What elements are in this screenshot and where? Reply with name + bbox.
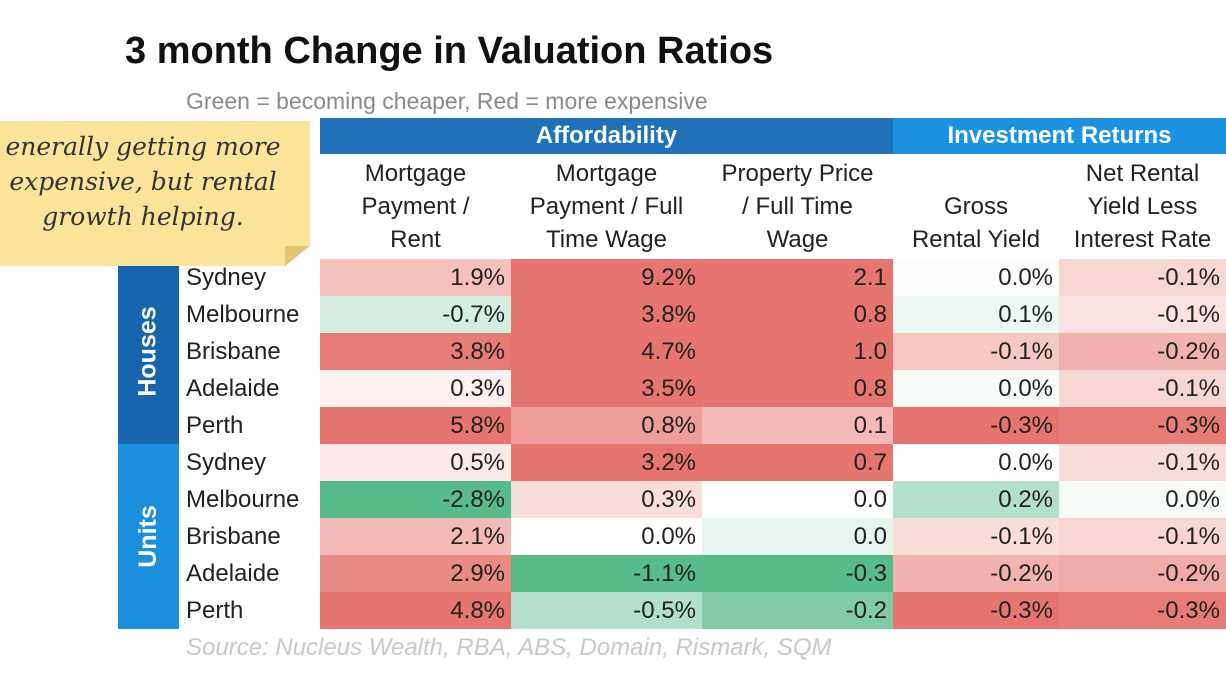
group-header-investment-returns: Investment Returns (893, 118, 1226, 154)
table-cell: -0.3% (1059, 592, 1226, 629)
table-cell: -0.3 (702, 555, 893, 592)
row-city-label: Sydney (186, 263, 267, 291)
table-cell: 1.0 (702, 333, 893, 370)
column-header: Net Rental Yield Less Interest Rate (1073, 160, 1212, 253)
table-cell: 2.1 (702, 259, 893, 296)
table-cell: 3.8% (511, 296, 702, 333)
row-city-label: Adelaide (186, 374, 280, 402)
table-cell: 2.1% (320, 518, 511, 555)
table-cell: -0.2% (893, 555, 1059, 592)
table-cell: 0.8 (702, 370, 893, 407)
table-cell: 3.2% (511, 444, 702, 481)
table-cell: 0.3% (511, 481, 702, 518)
table-cell: -0.1% (1059, 296, 1226, 333)
column-header: Mortgage Payment / Rent (361, 160, 470, 253)
table-cell: -0.1% (1059, 518, 1226, 555)
row-city-label: Perth (186, 411, 244, 439)
table-cell: 9.2% (511, 259, 702, 296)
row-city-label: Perth (186, 596, 244, 624)
chart-title: 3 month Change in Valuation Ratios (125, 30, 774, 72)
table-cell: -0.3% (1059, 407, 1226, 444)
table-cell: 0.0 (702, 518, 893, 555)
table-cell: 0.5% (320, 444, 511, 481)
table-cell: 0.0% (1059, 481, 1226, 518)
section-label-units: Units (118, 444, 179, 629)
table-cell: 0.0 (702, 481, 893, 518)
table-cell: 0.1 (702, 407, 893, 444)
chart-subtitle: Green = becoming cheaper, Red = more exp… (186, 88, 708, 114)
table-cell: 0.1% (893, 296, 1059, 333)
row-city-label: Sydney (186, 448, 267, 476)
group-header-affordability: Affordability (320, 118, 893, 154)
table-cell: 0.0% (893, 370, 1059, 407)
table-cell: 0.0% (893, 259, 1059, 296)
table-cell: -0.1% (893, 333, 1059, 370)
column-header: Mortgage Payment / Full Time Wage (529, 160, 684, 253)
table-cell: -0.3% (893, 592, 1059, 629)
source-note: Source: Nucleus Wealth, RBA, ABS, Domain… (186, 634, 832, 661)
row-city-label: Melbourne (186, 485, 300, 513)
section-label-text: Houses (134, 306, 162, 397)
table-cell: 0.3% (320, 370, 511, 407)
row-city-label: Brisbane (186, 337, 281, 365)
table-cell: 0.7 (702, 444, 893, 481)
table-cell: 5.8% (320, 407, 511, 444)
table-cell: 4.8% (320, 592, 511, 629)
table-cell: 0.8% (511, 407, 702, 444)
table-cell: -0.5% (511, 592, 702, 629)
section-label-houses: Houses (118, 259, 179, 444)
table-cell: -1.1% (511, 555, 702, 592)
table-cell: 0.2% (893, 481, 1059, 518)
row-city-label: Adelaide (186, 559, 280, 587)
sticky-note (0, 121, 310, 266)
table-cell: -0.2% (1059, 333, 1226, 370)
column-header: Gross Rental Yield (911, 193, 1041, 253)
table-cell: 0.0% (511, 518, 702, 555)
table-cell: 3.5% (511, 370, 702, 407)
section-label-text: Units (134, 505, 162, 568)
table-cell: -0.2 (702, 592, 893, 629)
table-cell: 0.8 (702, 296, 893, 333)
table-cell: -2.8% (320, 481, 511, 518)
sticky-note-text: enerally getting more expensive, but ren… (5, 132, 281, 231)
table-cell: -0.1% (893, 518, 1059, 555)
table-cell: 0.0% (893, 444, 1059, 481)
table-cell: -0.3% (893, 407, 1059, 444)
table-cell: 3.8% (320, 333, 511, 370)
table-cell: -0.1% (1059, 259, 1226, 296)
table-cell: -0.1% (1059, 444, 1226, 481)
table-cell: 4.7% (511, 333, 702, 370)
column-header: Property Price / Full Time Wage (721, 160, 874, 253)
table-cell: -0.2% (1059, 555, 1226, 592)
table-cell: 2.9% (320, 555, 511, 592)
row-city-label: Brisbane (186, 522, 281, 550)
row-city-label: Melbourne (186, 300, 300, 328)
table-cell: 1.9% (320, 259, 511, 296)
table-cell: -0.1% (1059, 370, 1226, 407)
table-cell: -0.7% (320, 296, 511, 333)
